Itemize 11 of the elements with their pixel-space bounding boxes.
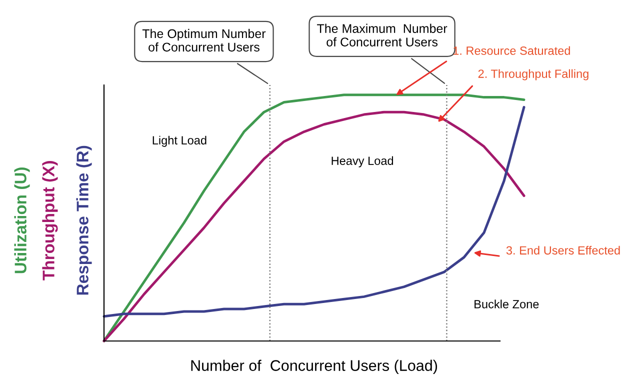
annotation: Buckle Zone	[474, 300, 539, 308]
text: The Optimum Number of Concurrent Users	[142, 28, 266, 52]
x-axis-title: Number of Concurrent Users (Load)	[191, 360, 438, 374]
annotation: 3. End Users Effected	[506, 246, 620, 255]
text: 2. Throughput Falling	[478, 69, 588, 80]
annotation: Light Load	[152, 136, 206, 147]
text: Response Time (R)	[76, 146, 92, 295]
text: Throughput (X)	[42, 161, 58, 280]
text: Utilization (U)	[14, 168, 30, 274]
annotation: Heavy Load	[332, 156, 394, 168]
text: The Maximum Number of Concurrent Users	[317, 24, 448, 46]
